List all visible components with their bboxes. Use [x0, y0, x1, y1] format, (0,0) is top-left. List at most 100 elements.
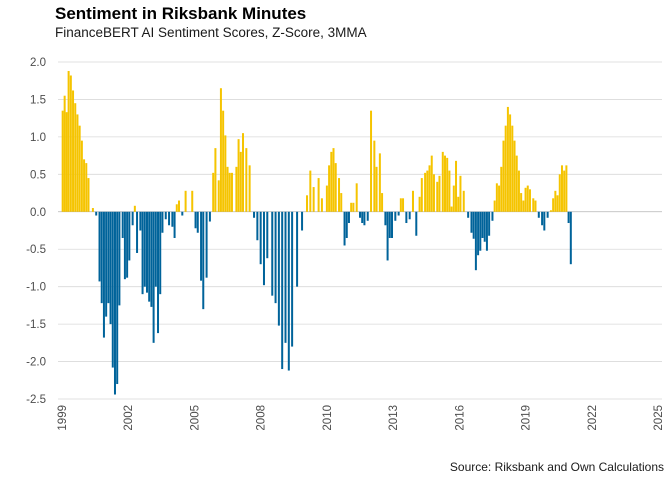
y-tick-label: 2.0 — [30, 57, 46, 69]
positive-bar — [350, 202, 353, 212]
positive-bar — [355, 183, 358, 212]
negative-bar — [405, 211, 408, 224]
negative-bar — [208, 211, 211, 222]
negative-bar — [284, 211, 287, 343]
chart-title: Sentiment in Riksbank Minutes — [55, 4, 307, 23]
x-tick-label: 2016 — [454, 405, 466, 431]
negative-bar — [256, 211, 259, 241]
y-tick-label: 1.0 — [30, 132, 46, 144]
positive-bar — [74, 103, 77, 212]
positive-bar — [328, 165, 331, 212]
positive-bar — [63, 95, 66, 212]
negative-bar — [168, 211, 171, 226]
positive-bar — [332, 148, 335, 212]
positive-bar — [560, 165, 563, 212]
negative-bar — [472, 211, 475, 239]
negative-bar — [386, 211, 389, 261]
positive-bar — [214, 148, 217, 212]
negative-bar — [347, 211, 350, 224]
negative-bar — [113, 211, 116, 395]
negative-bar — [479, 211, 482, 251]
gridlines — [58, 61, 662, 400]
y-tick-label: 0.5 — [30, 169, 46, 181]
negative-bar — [259, 211, 262, 265]
positive-bar — [424, 172, 427, 212]
negative-bar — [281, 211, 284, 370]
positive-bar — [411, 190, 414, 212]
positive-bar — [556, 195, 559, 212]
positive-bar — [306, 195, 309, 212]
negative-bar — [481, 211, 484, 238]
positive-bar — [432, 174, 435, 212]
negative-bar — [543, 211, 546, 231]
positive-bar — [242, 133, 245, 212]
negative-bar — [131, 211, 134, 226]
negative-bar — [491, 211, 494, 221]
negative-bar — [145, 211, 148, 293]
negative-bar — [107, 211, 110, 304]
negative-bar — [100, 211, 103, 304]
negative-bar — [102, 211, 105, 338]
negative-bar — [467, 211, 470, 218]
positive-bar — [513, 140, 516, 212]
positive-bar — [78, 125, 81, 212]
positive-bar — [438, 175, 441, 212]
negative-bar — [397, 211, 400, 216]
x-tick-label: 2022 — [587, 405, 599, 431]
positive-bar — [228, 172, 231, 212]
positive-bar — [334, 163, 337, 212]
positive-bar — [455, 160, 458, 212]
negative-bar — [118, 211, 121, 306]
negative-bar — [388, 211, 391, 238]
positive-bar — [420, 178, 423, 212]
bar-series — [61, 70, 572, 395]
negative-bar — [105, 211, 108, 317]
positive-bar — [436, 181, 439, 212]
positive-bar — [61, 110, 64, 212]
positive-bar — [462, 190, 465, 212]
negative-bar — [537, 211, 540, 218]
positive-bar — [67, 70, 70, 212]
positive-bar — [373, 140, 376, 212]
negative-bar — [477, 211, 480, 256]
negative-bar — [150, 211, 153, 307]
positive-bar — [526, 185, 529, 212]
negative-bar — [121, 211, 124, 238]
positive-bar — [563, 170, 566, 212]
positive-bar — [495, 183, 498, 212]
positive-bar — [515, 155, 518, 212]
positive-bar — [441, 151, 444, 212]
negative-bar — [541, 211, 544, 226]
source-caption: Source: Riksbank and Own Calculations — [449, 460, 664, 474]
negative-bar — [157, 211, 160, 334]
positive-bar — [399, 198, 402, 212]
x-tick-label: 2025 — [653, 405, 665, 431]
x-tick-label: 2013 — [388, 405, 400, 431]
positive-bar — [457, 196, 460, 212]
positive-bar — [520, 193, 523, 212]
positive-bar — [493, 200, 496, 212]
positive-bar — [317, 178, 320, 212]
x-tick-label: 1999 — [57, 405, 69, 431]
negative-bar — [116, 211, 119, 385]
positive-bar — [402, 198, 405, 212]
negative-bar — [202, 211, 205, 310]
positive-bar — [83, 159, 86, 212]
positive-bar — [212, 172, 215, 212]
positive-bar — [509, 114, 512, 212]
negative-bar — [408, 211, 411, 220]
positive-bar — [558, 174, 561, 212]
negative-bar — [98, 211, 101, 282]
negative-bar — [262, 211, 265, 286]
positive-bar — [375, 166, 378, 212]
positive-bar — [320, 198, 323, 212]
positive-bar — [524, 187, 527, 212]
y-tick-label: -1.0 — [26, 282, 46, 294]
negative-bar — [266, 211, 269, 259]
positive-bar — [76, 114, 79, 212]
y-tick-label: -2.5 — [26, 394, 46, 406]
negative-bar — [128, 211, 131, 261]
positive-bar — [504, 125, 507, 212]
positive-bar — [309, 170, 312, 212]
